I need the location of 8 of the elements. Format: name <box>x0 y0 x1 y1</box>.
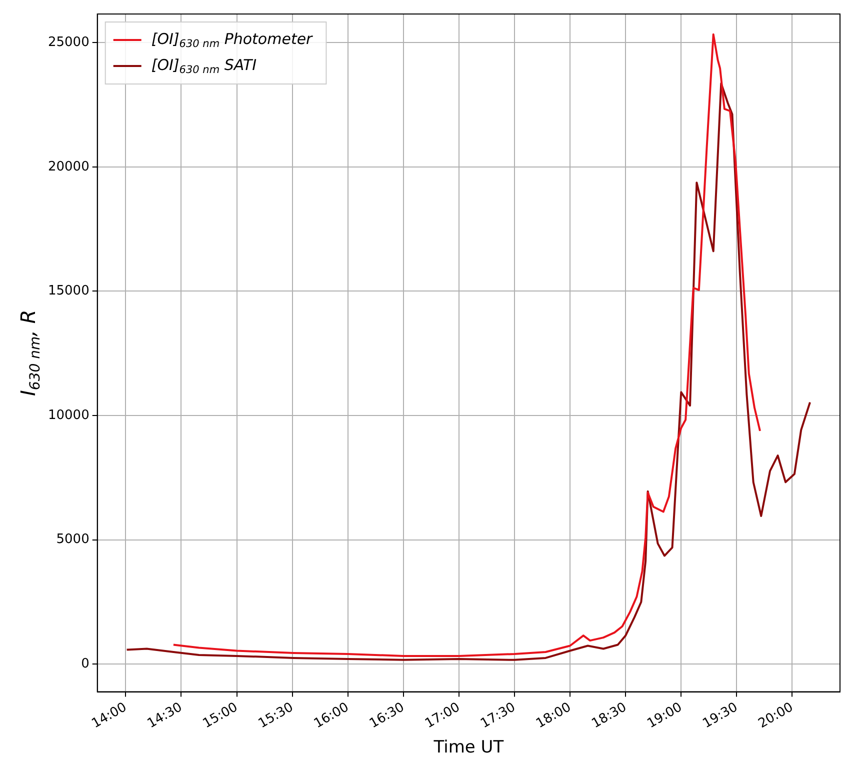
y-axis-title: I630 nm, R <box>16 310 44 396</box>
x-axis-title: Time UT <box>432 737 504 758</box>
y-tick-label: 25000 <box>48 34 90 50</box>
y-tick-label: 10000 <box>48 408 90 423</box>
y-tick-label: 15000 <box>48 284 90 299</box>
y-tick-label: 0 <box>81 656 90 672</box>
y-tick-label: 20000 <box>48 159 90 174</box>
y-tick-label: 5000 <box>56 532 90 548</box>
